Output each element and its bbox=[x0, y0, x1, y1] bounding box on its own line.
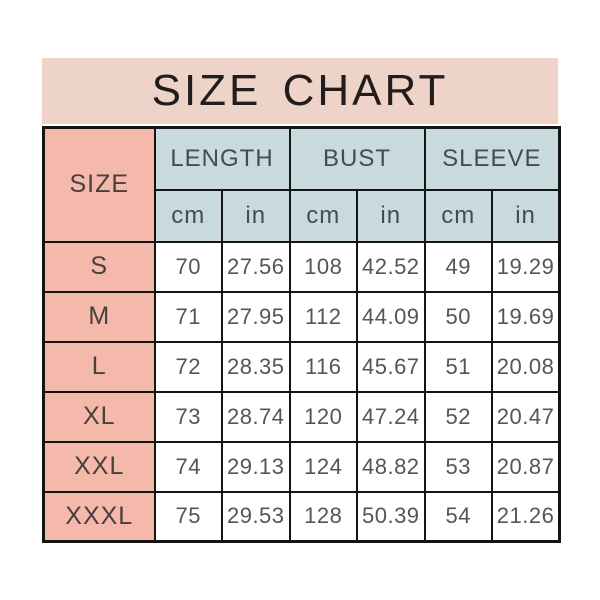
title-banner: SIZE CHART bbox=[42, 58, 558, 124]
table-row: XXXL 75 29.53 128 50.39 54 21.26 bbox=[42, 490, 561, 543]
size-column-header: SIZE bbox=[42, 126, 156, 243]
measurement-cell: 29.13 bbox=[221, 440, 291, 493]
measurement-cell: 120 bbox=[288, 390, 359, 443]
measurement-cell: 124 bbox=[288, 440, 359, 493]
unit-header-sleeve-in: in bbox=[491, 188, 561, 243]
measurement-cell: 74 bbox=[153, 440, 223, 493]
measurement-cell: 20.08 bbox=[491, 340, 561, 393]
header-units-row: cm in cm in cm in bbox=[44, 188, 561, 243]
measurement-cell: 116 bbox=[288, 340, 359, 393]
page-title: SIZE CHART bbox=[151, 66, 449, 115]
measurement-cell: 73 bbox=[153, 390, 223, 443]
table-row: XXL 74 29.13 124 48.82 53 20.87 bbox=[42, 440, 561, 493]
measurement-cell: 50.39 bbox=[356, 490, 426, 543]
measurement-cell: 28.74 bbox=[221, 390, 291, 443]
measurement-cell: 42.52 bbox=[356, 240, 426, 293]
measurement-cell: 20.47 bbox=[491, 390, 561, 443]
size-table-container: SIZE LENGTH BUST SLEEVE cm in cm in cm i… bbox=[42, 126, 562, 543]
size-label-cell: M bbox=[42, 290, 156, 343]
measurement-cell: 21.26 bbox=[491, 490, 561, 543]
table-row: S 70 27.56 108 42.52 49 19.29 bbox=[42, 240, 561, 293]
group-header-sleeve: SLEEVE bbox=[423, 126, 561, 191]
measurement-cell: 20.87 bbox=[491, 440, 561, 493]
measurement-cell: 54 bbox=[423, 490, 494, 543]
measurement-cell: 53 bbox=[423, 440, 494, 493]
measurement-cell: 52 bbox=[423, 390, 494, 443]
unit-header-bust-cm: cm bbox=[288, 188, 359, 243]
measurement-cell: 19.69 bbox=[491, 290, 561, 343]
size-label-cell: S bbox=[42, 240, 156, 293]
size-label-cell: L bbox=[42, 340, 156, 393]
group-header-length: LENGTH bbox=[153, 126, 291, 191]
measurement-cell: 71 bbox=[153, 290, 223, 343]
measurement-cell: 27.95 bbox=[221, 290, 291, 343]
measurement-cell: 128 bbox=[288, 490, 359, 543]
measurement-cell: 47.24 bbox=[356, 390, 426, 443]
table-row: L 72 28.35 116 45.67 51 20.08 bbox=[42, 340, 561, 393]
header-group-row: SIZE LENGTH BUST SLEEVE bbox=[42, 126, 561, 243]
table-row: M 71 27.95 112 44.09 50 19.69 bbox=[42, 290, 561, 343]
measurement-cell: 29.53 bbox=[221, 490, 291, 543]
measurement-cell: 49 bbox=[423, 240, 494, 293]
measurement-cell: 44.09 bbox=[356, 290, 426, 343]
measurement-cell: 75 bbox=[153, 490, 223, 543]
measurement-cell: 70 bbox=[153, 240, 223, 293]
measurement-cell: 27.56 bbox=[221, 240, 291, 293]
size-label-cell: XXL bbox=[42, 440, 156, 493]
size-label-cell: XXXL bbox=[42, 490, 156, 543]
size-label-cell: XL bbox=[42, 390, 156, 443]
unit-header-sleeve-cm: cm bbox=[423, 188, 494, 243]
measurement-cell: 48.82 bbox=[356, 440, 426, 493]
unit-header-length-in: in bbox=[221, 188, 291, 243]
measurement-cell: 50 bbox=[423, 290, 494, 343]
size-table: SIZE LENGTH BUST SLEEVE cm in cm in cm i… bbox=[42, 126, 562, 543]
measurement-cell: 112 bbox=[288, 290, 359, 343]
table-row: XL 73 28.74 120 47.24 52 20.47 bbox=[42, 390, 561, 443]
measurement-cell: 19.29 bbox=[491, 240, 561, 293]
measurement-cell: 45.67 bbox=[356, 340, 426, 393]
measurement-cell: 51 bbox=[423, 340, 494, 393]
measurement-cell: 72 bbox=[153, 340, 223, 393]
group-header-bust: BUST bbox=[288, 126, 426, 191]
measurement-cell: 28.35 bbox=[221, 340, 291, 393]
unit-header-bust-in: in bbox=[356, 188, 426, 243]
unit-header-length-cm: cm bbox=[153, 188, 223, 243]
measurement-cell: 108 bbox=[288, 240, 359, 293]
